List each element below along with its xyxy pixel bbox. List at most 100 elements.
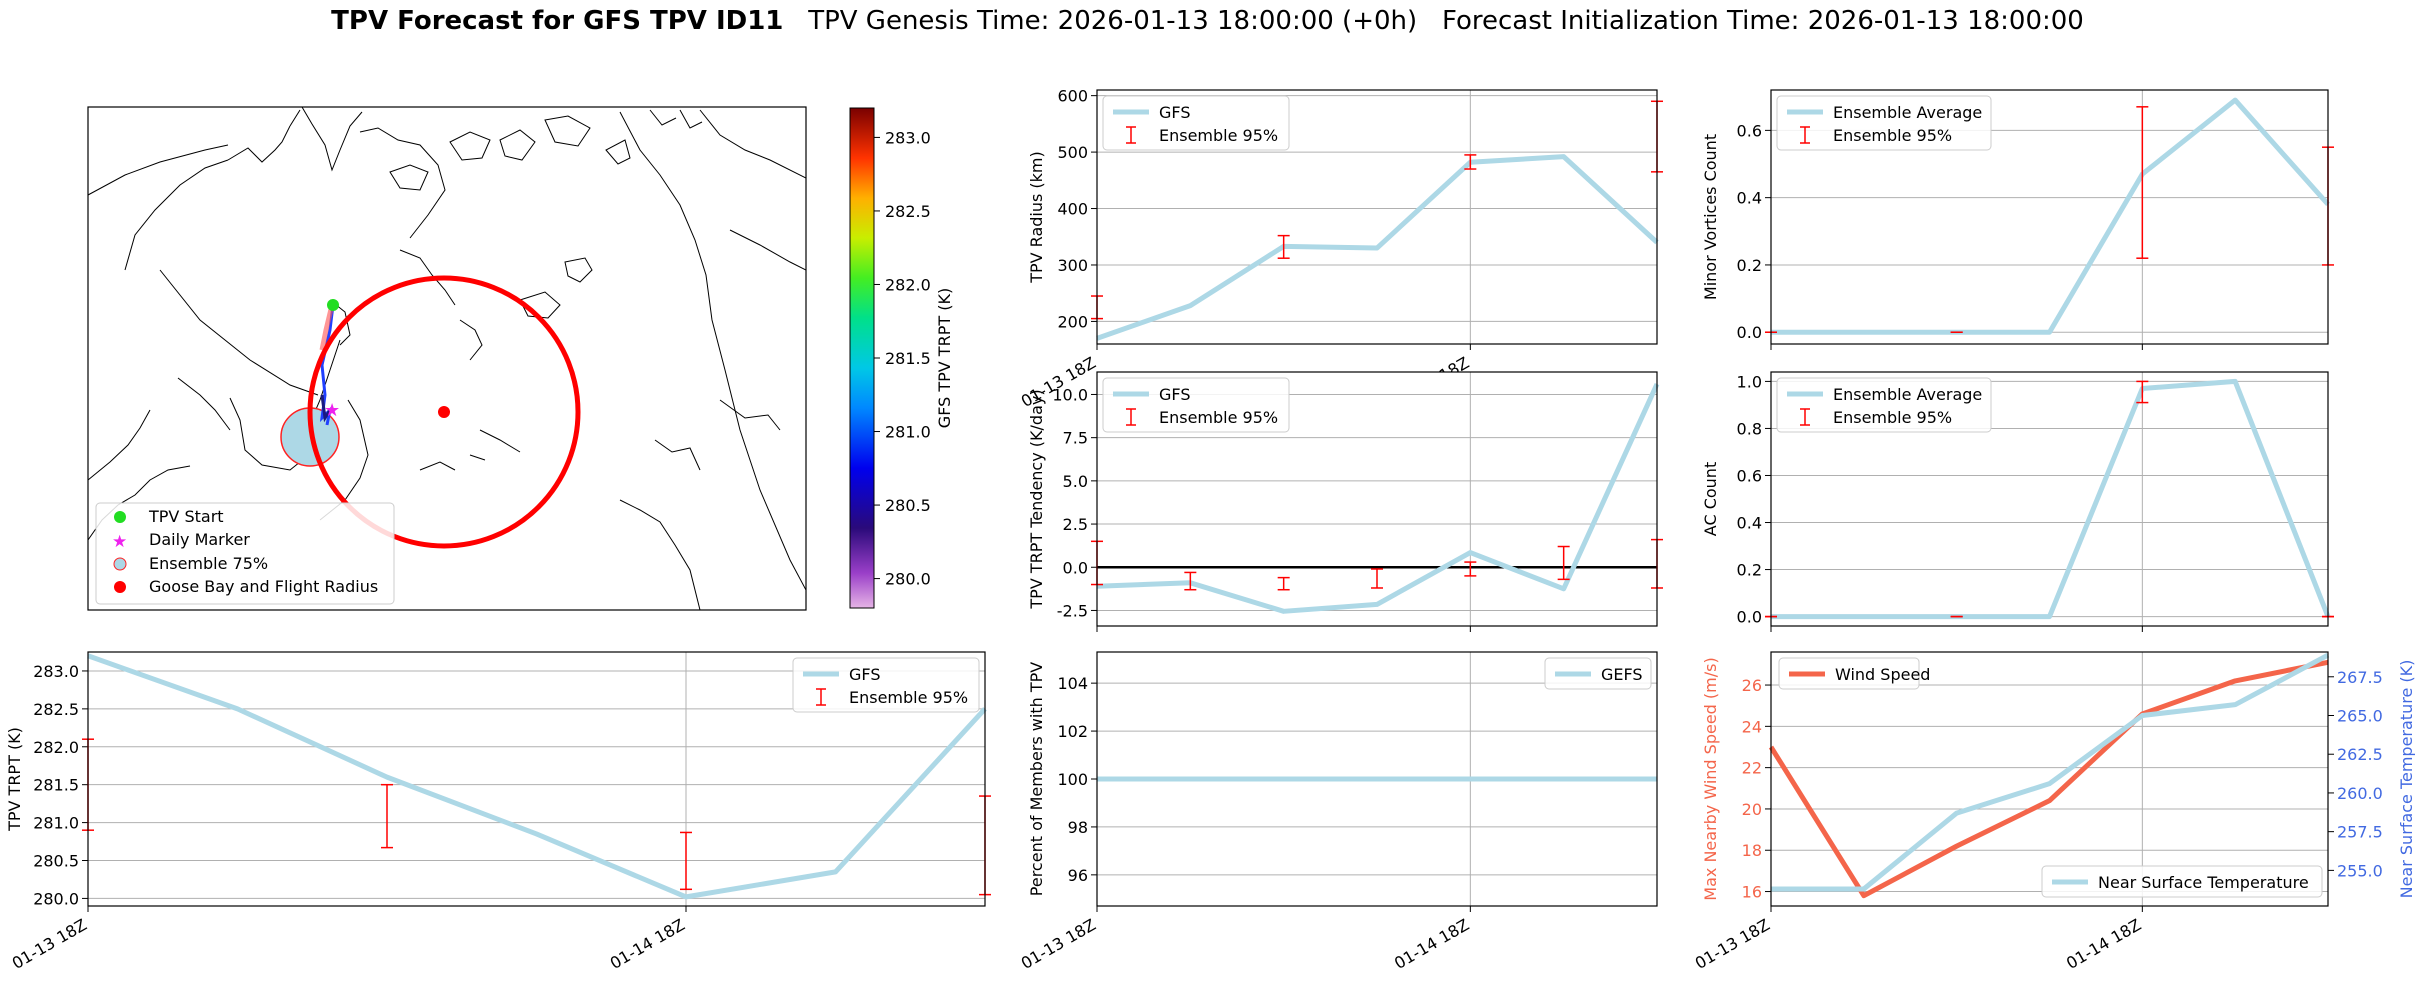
colorbar-tick-label: 282.0 xyxy=(885,275,931,294)
x-tick-label: 01-14 18Z xyxy=(1391,915,1472,973)
chart-trpt-tendency: -2.5 0.0 2.5 5.0 7.5 10.0 TPV TRPT Tendency (K… xyxy=(1027,371,1663,632)
title-main: TPV Forecast for GFS TPV ID11 xyxy=(331,6,784,36)
y-tick-label: 0.6 xyxy=(1737,466,1762,485)
colorbar-tick-label: 281.0 xyxy=(885,423,931,442)
colorbar: GFS TPV TRPT (K) 280.0 280.5 281.0 281.5 282… xyxy=(849,107,954,609)
legend-label: Ensemble 95% xyxy=(849,688,968,707)
plot-frame xyxy=(1770,371,2329,627)
colorbar-gradient xyxy=(849,107,875,609)
legend-daily-swatch: ★ xyxy=(112,532,127,552)
tpv-start-marker xyxy=(327,299,339,311)
y-tick-label: 280.5 xyxy=(33,852,79,871)
map-legend: TPV Start ★ Daily Marker Ensemble 75% Go… xyxy=(95,502,395,605)
legend-box xyxy=(1776,95,1992,151)
y-tick-label: 282.5 xyxy=(33,700,79,719)
figure-title: TPV Forecast for GFS TPV ID11 TPV Genesi… xyxy=(0,6,2415,36)
x-tick-label: 01-13 18Z xyxy=(9,915,90,973)
y-tick-label: 1.0 xyxy=(1737,372,1762,391)
legend-box xyxy=(1544,657,1652,690)
y-tick-label: 96 xyxy=(1068,866,1088,885)
y2-tick-label: 265.0 xyxy=(2337,707,2383,726)
y-tick-label: 0.0 xyxy=(1737,323,1762,342)
legend-label: Ensemble 95% xyxy=(1159,408,1278,427)
y-tick-label: 500 xyxy=(1057,143,1088,162)
series-line-gfs xyxy=(87,653,987,900)
plot-frame xyxy=(1770,89,2329,345)
y-tick-label: 600 xyxy=(1057,87,1088,106)
legend-label: GFS xyxy=(849,665,880,684)
chart-wind-temperature: 16 18 20 22 24 26 01-13 18Z 01-14 18Z 255.0 257.5… xyxy=(1692,651,2415,973)
y2-axis-label: Near Surface Temperature (K) xyxy=(2397,660,2415,899)
legend-label: GEFS xyxy=(1601,665,1643,684)
flight-radius-circle xyxy=(307,275,581,549)
legend-start-swatch xyxy=(114,511,126,523)
y-tick-label: 200 xyxy=(1057,312,1088,331)
y-axis-label: Percent of Members with TPV xyxy=(1027,662,1046,896)
colorbar-tick-label: 283.0 xyxy=(885,128,931,147)
y-tick-label: 0.0 xyxy=(1063,558,1088,577)
colorbar-label: GFS TPV TRPT (K) xyxy=(935,288,954,428)
y-tick-label: 26 xyxy=(1742,676,1762,695)
title-init: Forecast Initialization Time: 2026-01-13… xyxy=(1441,6,2084,36)
series-line-gfs xyxy=(1096,154,1659,341)
title-genesis: TPV Genesis Time: 2026-01-13 18:00:00 (+… xyxy=(808,6,1418,36)
series-line-wind-speed xyxy=(1768,659,2329,899)
y-tick-label: 10.0 xyxy=(1052,385,1088,404)
y-tick-label: 102 xyxy=(1057,722,1088,741)
map-markers: ★ xyxy=(280,275,581,549)
chart-minor-vortices: 0.0 0.2 0.4 0.6 Minor Vortices Count Ensemble… xyxy=(1701,89,2334,350)
x-tick-label: 01-14 18Z xyxy=(607,915,688,973)
y2-tick-label: 255.0 xyxy=(2337,861,2383,880)
legend-label: Ensemble Average xyxy=(1833,385,1982,404)
y-tick-label: 20 xyxy=(1742,800,1762,819)
y-tick-label: 283.0 xyxy=(33,662,79,681)
y-tick-label: 5.0 xyxy=(1063,472,1088,491)
y-tick-label: 0.8 xyxy=(1737,419,1762,438)
y-axis-label: TPV TRPT (K) xyxy=(5,727,24,832)
y-tick-label: 280.0 xyxy=(33,889,79,908)
plot-frame xyxy=(1770,651,2329,907)
plot-frame xyxy=(1096,371,1658,627)
legend-goosebay-swatch xyxy=(114,581,126,593)
legend-label: Ensemble 95% xyxy=(1833,126,1952,145)
legend-start-label: TPV Start xyxy=(148,507,224,526)
y2-tick-label: 262.5 xyxy=(2337,745,2383,764)
y-tick-label: 22 xyxy=(1742,759,1762,778)
chart-ac-count: 0.0 0.2 0.4 0.6 0.8 1.0 AC Count Ensemble Avera… xyxy=(1701,371,2334,632)
y-tick-label: 281.0 xyxy=(33,814,79,833)
legend-daily-label: Daily Marker xyxy=(149,530,250,549)
series-line-ensemble-average xyxy=(1771,378,2331,620)
y-tick-label: 281.5 xyxy=(33,776,79,795)
legend-label: Ensemble 95% xyxy=(1159,126,1278,145)
legend-label: Ensemble Average xyxy=(1833,103,1982,122)
legend-box xyxy=(792,657,980,713)
y-tick-label: -2.5 xyxy=(1057,601,1088,620)
y-tick-label: 300 xyxy=(1057,256,1088,275)
legend-label: Wind Speed xyxy=(1835,665,1930,684)
chart-percent-members: 96 98 100 102 104 01-13 18Z 01-14 18Z Percent o… xyxy=(1018,651,1658,973)
y2-tick-label: 260.0 xyxy=(2337,784,2383,803)
legend-ensemble-label: Ensemble 75% xyxy=(149,554,268,573)
colorbar-tick-label: 280.0 xyxy=(885,570,931,589)
goose-bay-marker xyxy=(438,406,450,418)
plot-area xyxy=(1771,652,2328,906)
map-panel: ★ TPV Start ★ Daily Marker Ensemble 75% … xyxy=(87,106,954,611)
y-tick-label: 2.5 xyxy=(1063,515,1088,534)
y2-tick-label: 257.5 xyxy=(2337,823,2383,842)
legend-ensemble-swatch xyxy=(113,557,127,571)
y-tick-label: 16 xyxy=(1742,883,1762,902)
colorbar-tick-label: 282.5 xyxy=(885,202,931,221)
y-tick-label: 0.4 xyxy=(1737,514,1762,533)
y-axis-label: Max Nearby Wind Speed (m/s) xyxy=(1701,657,1720,900)
y-tick-label: 400 xyxy=(1057,200,1088,219)
colorbar-tick-label: 281.5 xyxy=(885,349,931,368)
legend-box xyxy=(1778,657,1920,690)
y-tick-label: 0.2 xyxy=(1737,256,1762,275)
y-axis-label: TPV Radius (km) xyxy=(1027,151,1046,284)
daily-marker: ★ xyxy=(324,400,340,421)
y-tick-label: 0.2 xyxy=(1737,561,1762,580)
y-axis-label: AC Count xyxy=(1701,462,1720,536)
x-tick-label: 01-13 18Z xyxy=(1692,915,1773,973)
chart-tpv-trpt: 280.0 280.5 281.0 281.5 282.0 282.5 283.0 01-13… xyxy=(5,651,991,973)
